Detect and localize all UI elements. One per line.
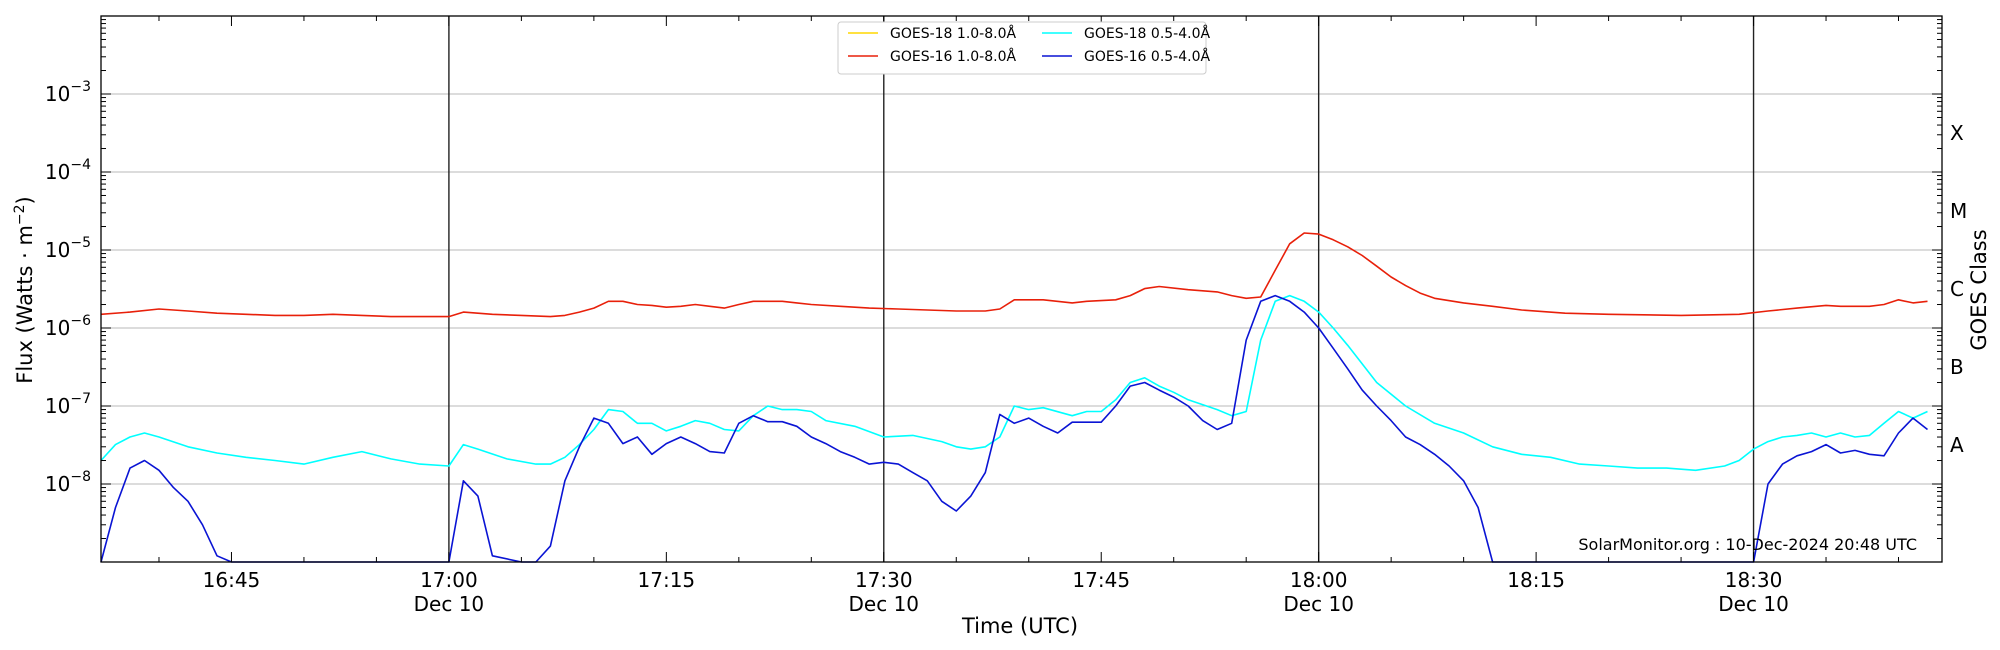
legend-entry: GOES-18 1.0-8.0Å [890,25,1016,42]
y-tick-label: 10−4 [45,157,91,184]
x-tick-label: 18:30 [1725,568,1783,592]
x-tick-label: 18:15 [1507,568,1565,592]
y-tick-label: 10−3 [45,79,91,106]
y-tick-base: 10 [45,160,70,184]
legend-entry: GOES-16 1.0-8.0Å [890,48,1016,65]
y-tick-exponent: −6 [70,313,91,329]
y-tick-exponent: −3 [70,79,91,95]
y-tick-label: 10−8 [45,469,91,496]
goes-class-label: A [1950,433,1964,457]
y-tick-base: 10 [45,394,70,418]
y-tick-base: 10 [45,472,70,496]
x-tick-label: 17:45 [1072,568,1130,592]
x-tick-date-label: Dec 10 [849,592,920,616]
y-axis-label-close: ) [13,196,37,204]
y-tick-label: 10−5 [45,235,91,262]
x-tick-label: 17:15 [638,568,696,592]
axis-ticks [101,15,1942,563]
goes-class-label: M [1950,199,1967,223]
goes-class-axis-label: GOES Class [1967,229,1991,350]
series-lines [100,232,1928,563]
x-tick-label: 16:45 [203,568,261,592]
y-tick-exponent: −5 [70,235,91,251]
y-tick-base: 10 [45,316,70,340]
goes-class-label: B [1950,355,1964,379]
series-line [100,232,1928,318]
x-tick-label: 17:00 [420,568,478,592]
x-tick-label: 18:00 [1290,568,1348,592]
x-tick-date-label: Dec 10 [1718,592,1789,616]
y-axis-label-exponent: −2 [12,204,28,225]
goes-class-labels: A B C M X [1950,121,1967,457]
legend-box [837,21,1207,75]
y-tick-label: 10−6 [45,313,91,340]
plot-frame [100,15,1943,563]
x-axis-label: Time (UTC) [961,614,1078,638]
y-tick-labels: 10−810−710−610−510−410−3 [45,79,91,496]
series-line [100,294,1928,563]
y-tick-label: 10−7 [45,391,91,418]
goes-class-label: C [1950,277,1964,301]
x-tick-date-label: Dec 10 [414,592,485,616]
y-axis-label: Flux (Watts · m−2) [12,196,37,384]
y-tick-base: 10 [45,238,70,262]
legend-entry: GOES-18 0.5-4.0Å [1084,25,1210,42]
legend: GOES-18 1.0-8.0Å GOES-16 1.0-8.0Å GOES-18 … [837,21,1210,75]
y-tick-exponent: −7 [70,391,91,407]
grid-lines [101,93,1942,485]
y-axis-label-main: Flux (Watts · m [13,225,37,384]
y-tick-exponent: −4 [70,157,91,173]
goes-class-label: X [1950,121,1964,145]
day-marker-lines [448,16,1755,562]
series-line [100,294,1928,472]
x-tick-label: 17:30 [855,568,913,592]
watermark-text: SolarMonitor.org : 10-Dec-2024 20:48 UTC [1578,535,1917,554]
x-tick-date-label: Dec 10 [1283,592,1354,616]
y-tick-base: 10 [45,82,70,106]
legend-entry: GOES-16 0.5-4.0Å [1084,48,1210,65]
y-tick-exponent: −8 [70,469,91,485]
